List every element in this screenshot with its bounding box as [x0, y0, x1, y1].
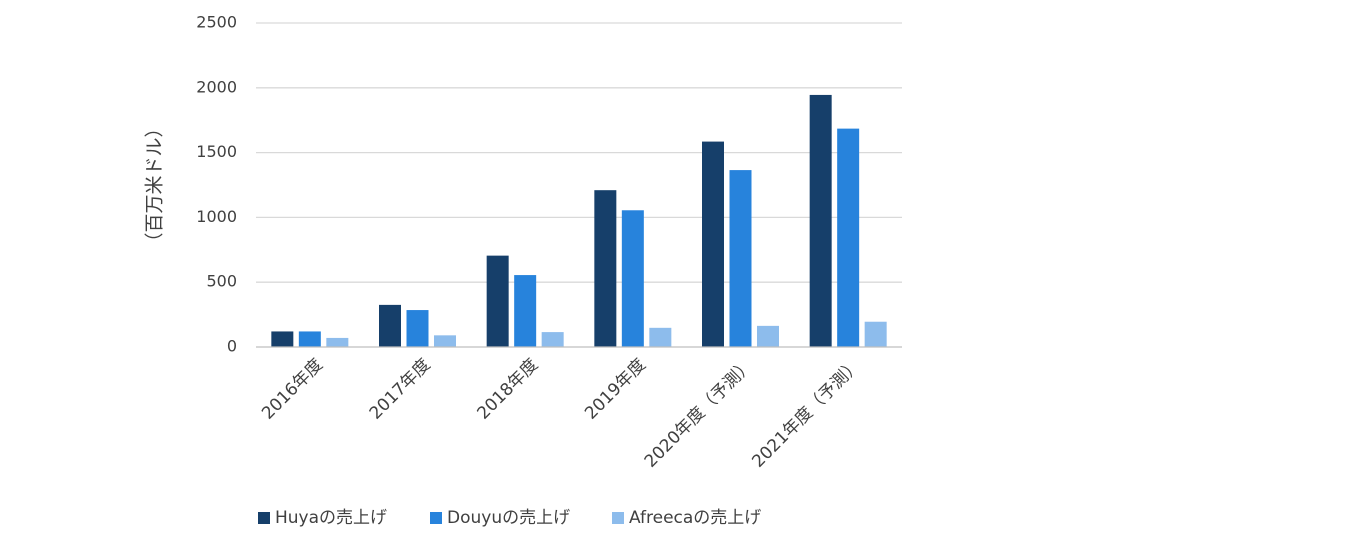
- legend-swatch: [430, 512, 442, 524]
- bar: [621, 210, 644, 347]
- y-tick-label: 1000: [196, 207, 237, 226]
- x-tick-label: 2020年度（予測）: [641, 355, 758, 472]
- x-tick-label: 2017年度: [366, 355, 435, 424]
- bar: [271, 331, 294, 347]
- x-tick-label: 2019年度: [581, 355, 650, 424]
- legend-label: Douyuの売上げ: [447, 508, 570, 528]
- y-axis-label: （百万米ドル）: [144, 118, 166, 251]
- y-tick-label: 1500: [196, 142, 237, 161]
- bar: [809, 94, 832, 347]
- y-tick-label: 2500: [196, 13, 237, 32]
- gridlines: [256, 22, 902, 283]
- bars: [271, 94, 887, 347]
- x-axis-categories: 2016年度 2017年度 2018年度 2019年度2020年度（予測）2021年度…: [258, 355, 865, 472]
- bar: [837, 128, 860, 347]
- bar: [486, 255, 509, 347]
- bar: [326, 337, 349, 347]
- legend-label: Huyaの売上げ: [275, 508, 387, 528]
- legend-swatch: [612, 512, 624, 524]
- bar: [594, 190, 617, 347]
- legend-swatch: [258, 512, 270, 524]
- legend: Huyaの売上げ Douyuの売上げ Afreecaの売上げ: [258, 508, 761, 528]
- bar: [406, 310, 429, 347]
- y-axis-ticks: 0 500 1000 1500 2000 2500: [196, 13, 237, 356]
- bar: [379, 304, 401, 347]
- bar: [541, 332, 564, 347]
- x-tick-label: 2018年度: [473, 355, 542, 424]
- bar: [757, 325, 779, 347]
- bar: [702, 141, 724, 347]
- bar: [434, 335, 456, 347]
- bar: [298, 331, 321, 347]
- y-tick-label: 500: [206, 272, 237, 291]
- x-tick-label: 2016年度: [258, 355, 327, 424]
- bar: [729, 170, 752, 347]
- y-tick-label: 2000: [196, 77, 237, 96]
- bar: [649, 327, 672, 347]
- y-tick-label: 0: [227, 337, 237, 356]
- x-tick-label: 2021年度（予測）: [748, 355, 865, 472]
- bar: [864, 321, 887, 347]
- legend-label: Afreecaの売上げ: [629, 508, 761, 528]
- bar: [514, 275, 537, 347]
